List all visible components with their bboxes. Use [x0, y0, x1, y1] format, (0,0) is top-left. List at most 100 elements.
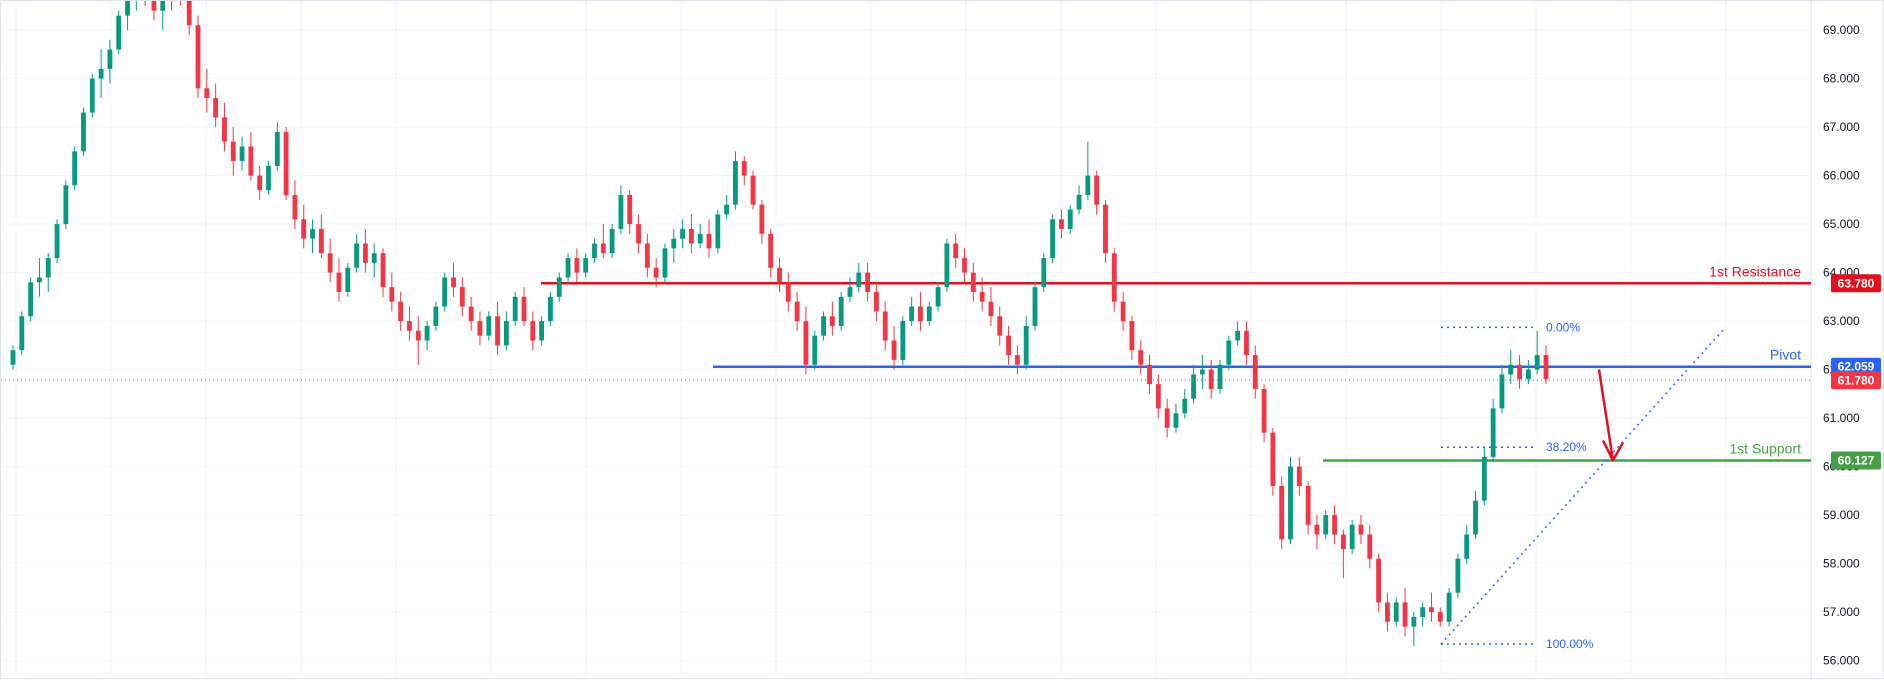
- candle-body: [1208, 369, 1214, 389]
- candle: [1305, 481, 1311, 535]
- candle-body: [503, 321, 509, 346]
- candle: [1111, 248, 1117, 312]
- candle: [310, 219, 315, 254]
- candle-body: [1411, 616, 1417, 627]
- badge-background: [1831, 274, 1881, 293]
- candle: [1208, 359, 1214, 399]
- candle-body: [1279, 486, 1285, 540]
- badge-background: [1831, 371, 1881, 390]
- candle: [1032, 282, 1038, 331]
- arrow-shaft: [1597, 369, 1615, 461]
- candle: [521, 287, 527, 326]
- candle: [1094, 170, 1100, 215]
- candle-body: [1252, 355, 1258, 389]
- candle-body: [1376, 558, 1382, 603]
- fib-level-label: 100.00%: [1546, 637, 1594, 651]
- candle: [592, 238, 597, 263]
- candle-body: [292, 195, 298, 220]
- candle: [301, 204, 307, 249]
- candle-body: [1182, 398, 1188, 414]
- candle-body: [1499, 374, 1505, 409]
- candle-body: [847, 287, 853, 297]
- candle-body: [1429, 607, 1434, 613]
- candle-body: [1446, 592, 1452, 622]
- last-price-badge: 61.780: [1831, 371, 1881, 390]
- candle-body: [680, 228, 686, 239]
- candle-body: [362, 243, 368, 263]
- candle: [539, 316, 545, 346]
- candle-body: [1490, 408, 1496, 457]
- candle-body: [1235, 330, 1241, 341]
- candle-body: [433, 306, 439, 326]
- candle-body: [979, 292, 985, 302]
- candle: [354, 233, 360, 273]
- candle: [697, 224, 703, 249]
- y-tick-label: 61.000: [1823, 411, 1860, 425]
- grid: [1, 1, 1811, 680]
- candle: [503, 311, 509, 351]
- candle: [741, 156, 747, 186]
- candle: [979, 277, 985, 312]
- candle: [1473, 490, 1478, 540]
- candle-body: [988, 301, 994, 317]
- candle-body: [1147, 364, 1152, 385]
- candle: [530, 311, 536, 351]
- candle-body: [882, 311, 888, 341]
- candle-body: [997, 316, 1003, 336]
- candle-body: [301, 219, 307, 239]
- candle: [1191, 364, 1197, 404]
- candle-body: [1323, 515, 1329, 535]
- candle-body: [468, 306, 474, 322]
- candle-body: [512, 296, 518, 322]
- candle-body: [283, 131, 289, 195]
- candle: [1059, 209, 1064, 239]
- candle-body: [1508, 364, 1514, 375]
- candlesticks: [10, 1, 1549, 647]
- candle: [125, 1, 130, 31]
- fib-trend-line[interactable]: [1440, 326, 1726, 645]
- candle: [1534, 330, 1540, 375]
- candle: [715, 209, 721, 254]
- candle: [1076, 185, 1082, 215]
- candle-body: [944, 243, 950, 288]
- candle: [636, 214, 641, 254]
- candle-body: [873, 292, 879, 312]
- candle-body: [1173, 413, 1179, 428]
- candle-body: [160, 1, 166, 11]
- candle-body: [195, 25, 201, 89]
- candle: [292, 180, 298, 229]
- candle-body: [345, 267, 351, 292]
- fibonacci-retracement[interactable]: 0.00% 38.20% 100.00%: [1440, 320, 1726, 651]
- candle-body: [653, 267, 659, 278]
- candle-body: [125, 1, 130, 16]
- candle-body: [750, 175, 756, 205]
- candle: [891, 325, 897, 370]
- y-tick-label: 66.000: [1823, 169, 1860, 183]
- candle: [1164, 398, 1170, 438]
- candle-body: [636, 224, 641, 244]
- candle: [63, 180, 69, 229]
- level-lines: [1, 282, 1811, 462]
- candle: [398, 292, 404, 331]
- candle: [1446, 587, 1452, 627]
- candle: [600, 224, 606, 259]
- y-tick-label: 63.000: [1823, 314, 1860, 328]
- candle-body: [592, 243, 597, 259]
- candle: [179, 1, 181, 6]
- candle: [865, 262, 871, 302]
- candle-body: [583, 258, 589, 273]
- price-axis[interactable]: 56.00057.00058.00059.00060.00061.00062.0…: [1810, 1, 1860, 680]
- support-price-badge: 60.127: [1831, 451, 1881, 470]
- candle-body: [1155, 384, 1161, 409]
- support-label: 1st Support: [1729, 440, 1801, 456]
- candle: [442, 272, 448, 312]
- candle-body: [89, 78, 95, 113]
- candle-body: [803, 321, 809, 365]
- candle: [28, 277, 34, 322]
- candle: [627, 190, 633, 234]
- candle-body: [1164, 408, 1170, 428]
- candle: [204, 68, 210, 113]
- candle: [1543, 345, 1549, 385]
- candle: [926, 301, 932, 326]
